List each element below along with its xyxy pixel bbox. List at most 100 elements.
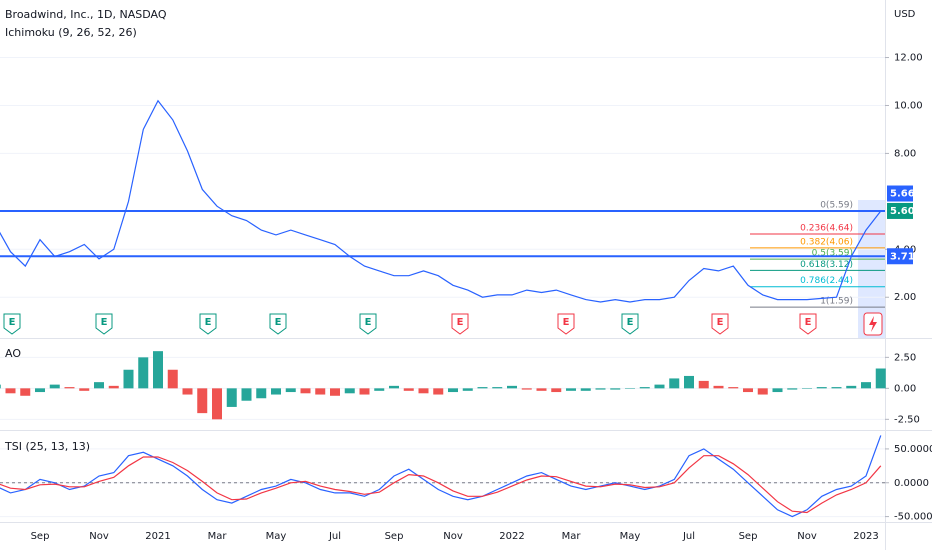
ao-bar xyxy=(448,388,458,393)
ao-bar xyxy=(20,388,31,396)
ao-bar xyxy=(551,388,562,393)
x-tick-label: May xyxy=(620,531,641,542)
y-tick-label: 0.00 xyxy=(894,383,916,394)
ao-bar xyxy=(167,369,178,389)
ao-bar xyxy=(433,388,444,395)
ao-bar xyxy=(123,369,134,389)
ao-bar xyxy=(816,387,827,389)
earnings-marker xyxy=(3,313,21,335)
ao-bar xyxy=(684,375,694,389)
ao-bar xyxy=(536,388,547,391)
earnings-marker xyxy=(359,313,377,335)
earnings-label: E xyxy=(101,317,108,328)
ao-bar xyxy=(507,385,517,389)
ao-bar xyxy=(580,388,591,391)
x-tick-label: Jul xyxy=(328,531,341,542)
ao-bar xyxy=(153,351,163,389)
ao-bar xyxy=(595,388,606,390)
ao-bar xyxy=(787,388,798,390)
ao-bar xyxy=(374,388,385,391)
ao-bar xyxy=(492,387,503,389)
ao-bar xyxy=(212,388,222,420)
indicator-label: Ichimoku (9, 26, 52, 26) xyxy=(5,26,137,39)
ao-bar xyxy=(757,388,768,395)
ao-bar xyxy=(94,382,104,389)
fib-label: 0.5(3.59) xyxy=(812,249,853,259)
lightning xyxy=(869,316,877,332)
ao-bar xyxy=(300,388,311,394)
chart-title: Broadwind, Inc., 1D, NASDAQ xyxy=(5,8,167,21)
ao-bar xyxy=(418,388,429,394)
y-tick-label: 0.0000 xyxy=(894,478,929,489)
x-tick-label: Nov xyxy=(443,531,463,542)
price-label-box xyxy=(887,248,913,265)
x-tick-label: Mar xyxy=(208,531,228,542)
y-tick-label: 8.00 xyxy=(894,148,916,159)
ao-bar xyxy=(639,387,650,389)
ao-bar xyxy=(728,387,739,389)
earnings-marker xyxy=(199,313,217,335)
ao-bar xyxy=(64,387,75,389)
ao-bar xyxy=(359,388,370,395)
fib-label: 0.236(4.64) xyxy=(800,223,853,233)
ao-bar xyxy=(344,388,355,394)
earnings-label: E xyxy=(9,317,16,328)
earnings-marker xyxy=(269,313,287,335)
ao-bar xyxy=(875,368,886,389)
ao-bar xyxy=(49,384,60,389)
y-tick-label: -2.50 xyxy=(894,414,920,425)
fib-label: 1(1.59) xyxy=(820,297,853,307)
x-tick-label: Sep xyxy=(31,531,50,542)
fib-label: 0.618(3.12) xyxy=(800,260,853,270)
earnings-label: E xyxy=(563,317,570,328)
x-tick-label: 2022 xyxy=(499,531,524,542)
earnings-label: E xyxy=(805,317,812,328)
ao-bar xyxy=(521,388,532,390)
series-line xyxy=(0,455,882,514)
ao-bar xyxy=(197,388,208,414)
ao-bar xyxy=(35,388,45,393)
earnings-marker xyxy=(451,313,469,335)
pane-title: TSI (25, 13, 13) xyxy=(4,440,90,453)
x-tick-label: Sep xyxy=(739,531,758,542)
ao-bar xyxy=(79,388,90,391)
ao-bar xyxy=(831,387,842,389)
ao-bar xyxy=(802,388,812,389)
x-tick-label: Jul xyxy=(682,531,695,542)
fib-label: 0.382(4.06) xyxy=(800,237,853,247)
ao-bar xyxy=(182,388,193,395)
ao-bar xyxy=(713,385,724,389)
fib-label: 0.786(2.44) xyxy=(800,276,853,286)
ao-bar xyxy=(566,388,576,391)
ao-bar xyxy=(462,388,473,391)
pane-title: AO xyxy=(5,347,21,360)
earnings-marker xyxy=(711,313,729,335)
y-tick-label: -50.0000 xyxy=(894,512,932,523)
ao-bar xyxy=(108,385,119,389)
ao-bar xyxy=(285,388,296,393)
ao-bar xyxy=(138,357,149,389)
lightning-icon[interactable] xyxy=(863,312,883,336)
earnings-marker xyxy=(95,313,113,335)
x-tick-label: Mar xyxy=(562,531,582,542)
ao-bar xyxy=(389,385,399,389)
earnings-label: E xyxy=(627,317,634,328)
ao-bar xyxy=(669,378,680,389)
last-price-label: 5.66 xyxy=(890,189,915,200)
x-tick-label: 2021 xyxy=(145,531,170,542)
series-line xyxy=(0,435,882,518)
ao-bar xyxy=(330,388,340,396)
price-label: 5.60 xyxy=(890,206,915,217)
ao-bar xyxy=(610,388,621,390)
ao-bar xyxy=(477,387,488,389)
y-tick-label: 10.00 xyxy=(894,100,923,111)
earnings-marker xyxy=(557,313,575,335)
y-tick-label: 2.00 xyxy=(894,292,916,303)
fib-label: 0(5.59) xyxy=(820,201,853,211)
ao-bar xyxy=(241,388,252,401)
unit-label: USD xyxy=(894,9,916,20)
x-tick-label: Nov xyxy=(89,531,109,542)
ao-bar xyxy=(625,388,635,389)
